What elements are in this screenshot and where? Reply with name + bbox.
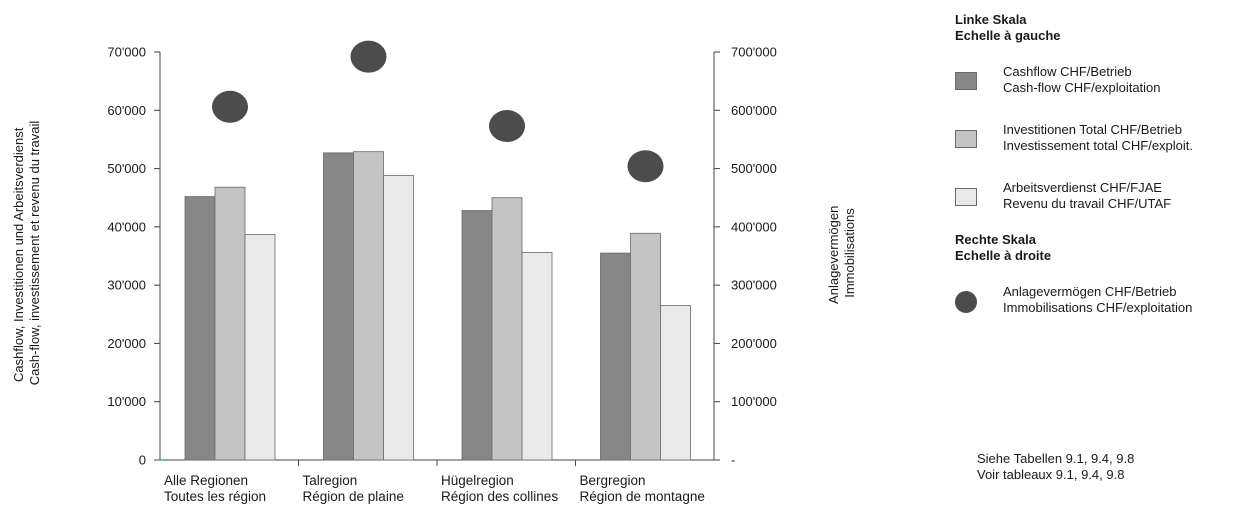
legend-item-cashflow: Cashflow CHF/Betrieb Cash-flow CHF/explo…: [955, 64, 1239, 96]
category-label: Talregion: [303, 473, 358, 488]
bar-series: [184, 151, 691, 461]
category-label: Région des collines: [441, 489, 558, 504]
left-axis-title: Cashflow, Investitionen und Arbeitsverdi…: [11, 121, 42, 386]
legend-left-scale-heading: Linke Skala Echelle à gauche: [955, 12, 1239, 44]
legend-label-line: Arbeitsverdienst CHF/FJAE: [1003, 180, 1162, 195]
source-note-de: Siehe Tabellen 9.1, 9.4, 9.8: [977, 451, 1135, 466]
left-axis-title-line-2: Cash-flow, investissement et revenu du t…: [27, 121, 42, 386]
bar: [521, 252, 553, 461]
bar: [244, 234, 276, 461]
left-tick-label: 10'000: [107, 394, 146, 409]
legend-label-line: Cashflow CHF/Betrieb: [1003, 64, 1132, 79]
legend-label-line: Investissement total CHF/exploit.: [1003, 138, 1194, 153]
bar: [323, 152, 354, 461]
bar: [660, 305, 691, 461]
legend: Linke Skala Echelle à gauche Cashflow CH…: [955, 12, 1239, 316]
left-tick-label: 40'000: [107, 219, 146, 234]
scatter-point: [627, 150, 664, 183]
bar: [461, 210, 493, 461]
legend-right-heading-fr: Echelle à droite: [955, 248, 1052, 263]
legend-left-heading-fr: Echelle à gauche: [955, 28, 1061, 43]
legend-swatch-cashflow: [955, 72, 977, 90]
bar: [184, 196, 216, 461]
legend-label-line: Anlagevermögen CHF/Betrieb: [1003, 284, 1177, 299]
legend-item-anlagevermoegen: Anlagevermögen CHF/Betrieb Immobilisatio…: [955, 284, 1239, 316]
right-tick-label: 100'000: [731, 394, 777, 409]
right-tick-label: 300'000: [731, 278, 777, 293]
legend-label-anlagevermoegen: Anlagevermögen CHF/Betrieb Immobilisatio…: [1003, 284, 1192, 316]
source-note-fr: Voir tableaux 9.1, 9.4, 9.8: [977, 467, 1125, 482]
scatter-point: [350, 40, 387, 73]
left-tick-label: 60'000: [107, 103, 146, 118]
bar: [630, 232, 661, 461]
legend-marker-anlagevermoegen: [955, 291, 977, 313]
right-axis-title-line-2: Immobilisations: [842, 208, 857, 298]
category-separators: [298, 460, 576, 466]
left-tick-label: 20'000: [107, 336, 146, 351]
legend-label-cashflow: Cashflow CHF/Betrieb Cash-flow CHF/explo…: [1003, 64, 1161, 96]
right-tick-label: 600'000: [731, 103, 777, 118]
legend-label-investitionen: Investitionen Total CHF/Betrieb Investis…: [1003, 122, 1193, 154]
legend-label-arbeitsverdienst: Arbeitsverdienst CHF/FJAE Revenu du trav…: [1003, 180, 1171, 212]
right-axis-ticks: - 100'000 200'000 300'000 400'000 500'000 600'…: [714, 45, 777, 468]
category-label: Région de plaine: [303, 489, 404, 504]
bar: [214, 186, 246, 461]
legend-item-investitionen: Investitionen Total CHF/Betrieb Investis…: [955, 122, 1239, 154]
right-tick-label: 400'000: [731, 219, 777, 234]
right-tick-label: 500'000: [731, 161, 777, 176]
bar: [383, 175, 414, 461]
source-note: Siehe Tabellen 9.1, 9.4, 9.8 Voir tablea…: [977, 451, 1134, 483]
legend-label-line: Cash-flow CHF/exploitation: [1003, 80, 1161, 95]
legend-right-heading-de: Rechte Skala: [955, 232, 1036, 247]
combo-chart: 0 10'000 20'000 30'000 40'000 50'000 60'000 70'…: [11, 40, 857, 504]
right-tick-label: -: [731, 453, 735, 468]
legend-swatch-investitionen: [955, 130, 977, 148]
category-label: Toutes les région: [164, 489, 266, 504]
left-axis-title-line-1: Cashflow, Investitionen und Arbeitsverdi…: [11, 127, 26, 382]
legend-item-arbeitsverdienst: Arbeitsverdienst CHF/FJAE Revenu du trav…: [955, 180, 1239, 212]
legend-right-scale-heading: Rechte Skala Echelle à droite: [955, 232, 1239, 264]
left-axis-ticks: 0 10'000 20'000 30'000 40'000 50'000 60'000 70'…: [107, 45, 164, 468]
bar: [600, 252, 631, 461]
left-tick-label: 0: [139, 453, 146, 468]
scatter-series: [212, 40, 664, 183]
left-tick-label: 30'000: [107, 278, 146, 293]
legend-left-heading-de: Linke Skala: [955, 12, 1027, 27]
left-tick-label: 70'000: [107, 45, 146, 60]
category-label: Bergregion: [580, 473, 646, 488]
bar: [353, 151, 384, 461]
bar: [491, 197, 523, 461]
right-axis-title-line-1: Anlagevermögen: [826, 206, 841, 304]
scatter-point: [212, 90, 248, 123]
left-tick-label: 50'000: [107, 161, 146, 176]
legend-swatch-arbeitsverdienst: [955, 188, 977, 206]
right-tick-label: 700'000: [731, 45, 777, 60]
right-tick-label: 200'000: [731, 336, 777, 351]
legend-label-line: Revenu du travail CHF/UTAF: [1003, 196, 1172, 211]
category-label: Alle Regionen: [164, 473, 248, 488]
category-label: Hügelregion: [441, 473, 514, 488]
right-axis-title: Anlagevermögen Immobilisations: [826, 202, 857, 304]
scatter-point: [489, 110, 525, 143]
legend-label-line: Investitionen Total CHF/Betrieb: [1003, 122, 1182, 137]
category-label: Région de montagne: [580, 489, 705, 504]
legend-label-line: Immobilisations CHF/exploitation: [1003, 300, 1193, 315]
